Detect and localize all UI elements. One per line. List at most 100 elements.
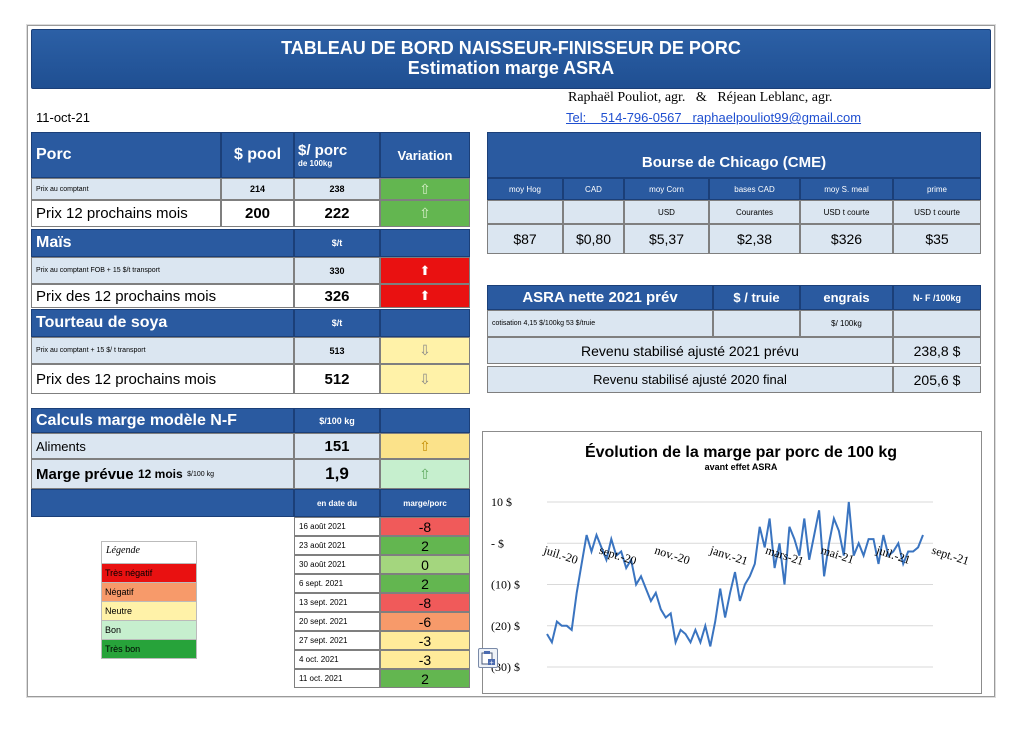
chart-title: Évolution de la marge par porc de 100 kg (585, 442, 897, 461)
perporc-header: $/ porc de 100kg (294, 132, 380, 178)
chicago-col-sub: USD (624, 200, 709, 224)
soya-row2-value: 512 (294, 364, 380, 394)
legend-item: Très négatif (102, 563, 196, 582)
chicago-col-sub: USD t courte (800, 200, 893, 224)
history-date: 23 août 2021 (294, 536, 380, 555)
history-marge-value: -8 (380, 593, 470, 612)
marge-label-unit: $/100 kg (187, 470, 215, 478)
mais-header: Maïs (31, 229, 294, 257)
history-marge-value: 0 (380, 555, 470, 574)
asra-nf-value (893, 310, 981, 337)
porc-row2-porc: 222 (294, 200, 380, 227)
soya-row1-arrow-icon: ⇩ (380, 337, 470, 364)
chart-ytick-label: - $ (491, 536, 504, 550)
aliments-label: Aliments (31, 433, 294, 459)
contact-link[interactable]: Tel: 514-796-0567 raphaelpouliot99@gmail… (566, 110, 862, 125)
mais-row2-value: 326 (294, 284, 380, 308)
marge-value: 1,9 (294, 459, 380, 489)
history-marge-header: marge/porc (380, 489, 470, 517)
soya-row2-arrow-icon: ⇩ (380, 364, 470, 394)
calculs-header: Calculs marge modèle N-F (31, 408, 294, 433)
history-date: 4 oct. 2021 (294, 650, 380, 669)
report-date: 11-oct-21 (36, 110, 90, 125)
chart-ytick-label: (20) $ (491, 619, 520, 633)
mais-header-variation (380, 229, 470, 257)
history-date: 30 août 2021 (294, 555, 380, 574)
history-date: 27 sept. 2021 (294, 631, 380, 650)
soya-header: Tourteau de soya (31, 309, 294, 337)
calculs-header-variation (380, 408, 470, 433)
perporc-header-sub: de 100kg (298, 159, 333, 168)
chicago-col-sub: Courantes (709, 200, 800, 224)
perporc-header-label: $/ porc (298, 142, 348, 159)
chart-subtitle: avant effet ASRA (705, 462, 778, 472)
history-marge-value: -6 (380, 612, 470, 631)
asra-row1-value: 238,8 $ (893, 337, 981, 364)
history-marge-value: -3 (380, 631, 470, 650)
legend-title: Légende (106, 545, 140, 556)
chicago-col-header: bases CAD (709, 178, 800, 200)
porc-row2-label: Prix 12 prochains mois (31, 200, 221, 227)
asra-cotisation-label: cotisation 4,15 $/100kg 53 $/truie (487, 310, 713, 337)
legend-item: Neutre (102, 601, 196, 620)
chicago-col-sub (563, 200, 624, 224)
mais-row1-label: Prix au comptant FOB + 15 $/t transport (31, 257, 294, 284)
asra-header: ASRA nette 2021 prév (487, 285, 713, 310)
mais-row1-arrow-icon: ⬆ (380, 257, 470, 284)
chicago-col-value: $5,37 (624, 224, 709, 254)
margin-chart: Évolution de la marge par porc de 100 kg… (482, 431, 982, 694)
history-date: 11 oct. 2021 (294, 669, 380, 688)
page-subtitle: Estimation marge ASRA (407, 58, 615, 78)
calculs-unit: $/100 kg (294, 408, 380, 433)
chart-xtick-label: janv.-21 (707, 542, 749, 568)
history-date-header: en date du (294, 489, 380, 517)
history-date: 6 sept. 2021 (294, 574, 380, 593)
chart-xtick-label: juil.-20 (541, 542, 580, 566)
chicago-col-header: CAD (563, 178, 624, 200)
soya-row2-label: Prix des 12 prochains mois (31, 364, 294, 394)
history-date: 13 sept. 2021 (294, 593, 380, 612)
aliments-arrow-icon: ⇧ (380, 433, 470, 459)
mais-row2-arrow-icon: ⬆ (380, 284, 470, 308)
down-arrow-icon: ⇩ (419, 342, 431, 358)
history-date: 20 sept. 2021 (294, 612, 380, 631)
porc-row2-arrow-icon: ⇧ (380, 200, 470, 227)
pool-header: $ pool (221, 132, 294, 178)
marge-label-main: Marge prévue (36, 465, 134, 483)
legend: Légende Très négatif Négatif Neutre Bon Très… (101, 541, 197, 659)
soya-row1-value: 513 (294, 337, 380, 364)
history-header-blank (31, 489, 294, 517)
asra-engrais-header: engrais (800, 285, 893, 310)
history-marge-value: 2 (380, 574, 470, 593)
paste-options-icon[interactable]: + (478, 648, 498, 668)
history-marge-value: 2 (380, 536, 470, 555)
chart-series-line (546, 501, 924, 647)
page-title: TABLEAU DE BORD NAISSEUR-FINISSEUR DE PO… (281, 38, 741, 58)
chart-ytick-label: (30) $ (491, 660, 520, 674)
chicago-col-value: $0,80 (563, 224, 624, 254)
chicago-col-header: moy Hog (487, 178, 563, 200)
up-arrow-icon: ⬆ (419, 262, 431, 278)
porc-row1-arrow-icon: ⇧ (380, 178, 470, 200)
chart-xtick-label: mai-21 (819, 543, 856, 567)
history-marge-value: -3 (380, 650, 470, 669)
soya-row1-label: Prix au comptant + 15 $/ t transport (31, 337, 294, 364)
asra-row2-value: 205,6 $ (893, 366, 981, 393)
asra-nf-header: N- F /100kg (893, 285, 981, 310)
clipboard-icon: + (481, 651, 495, 667)
svg-text:+: + (489, 660, 494, 667)
up-arrow-icon: ⇧ (419, 180, 431, 197)
porc-row2-pool: 200 (221, 200, 294, 227)
mais-row1-value: 330 (294, 257, 380, 284)
chicago-header: Bourse de Chicago (CME) (487, 132, 981, 178)
chicago-col-header: moy S. meal (800, 178, 893, 200)
chicago-col-sub: USD t courte (893, 200, 981, 224)
marge-arrow-icon: ⇧ (380, 459, 470, 489)
title-banner: TABLEAU DE BORD NAISSEUR-FINISSEUR DE PO… (31, 29, 991, 89)
dashboard-frame: TABLEAU DE BORD NAISSEUR-FINISSEUR DE PO… (27, 25, 995, 697)
asra-truie-header: $ / truie (713, 285, 800, 310)
aliments-value: 151 (294, 433, 380, 459)
porc-row1-porc: 238 (294, 178, 380, 200)
chicago-col-sub (487, 200, 563, 224)
chicago-col-header: prime (893, 178, 981, 200)
